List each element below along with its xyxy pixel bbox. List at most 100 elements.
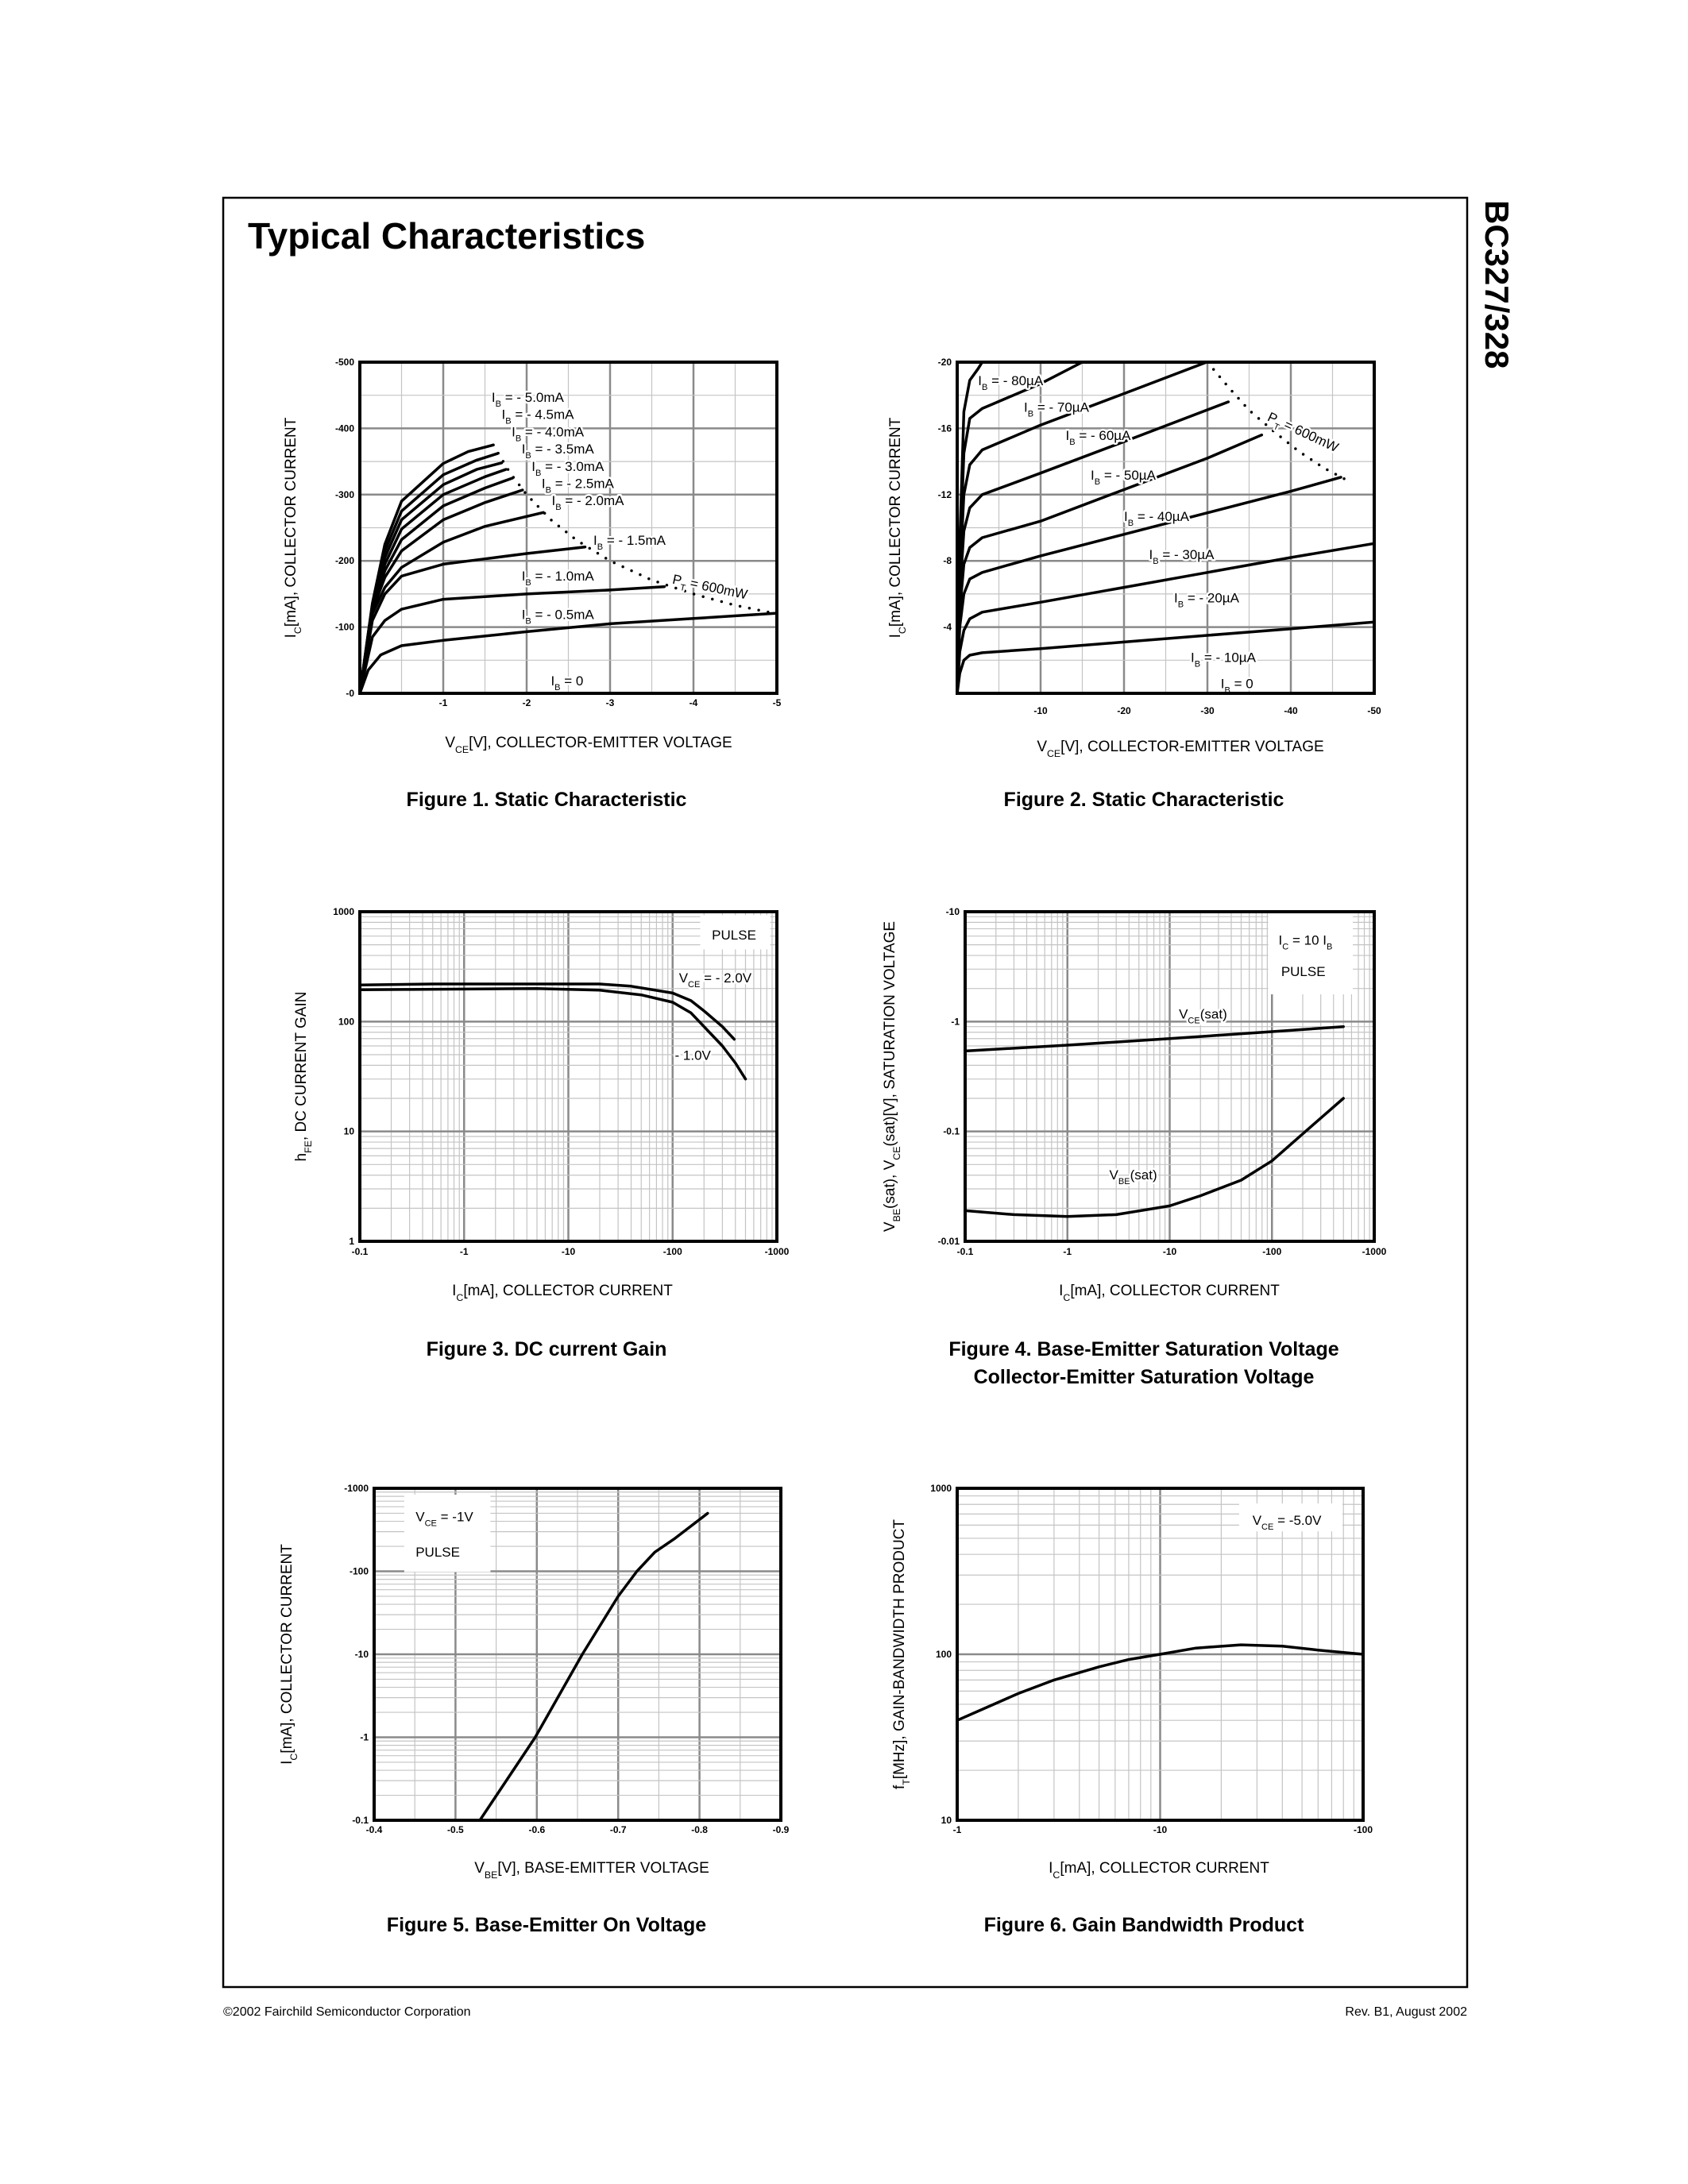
y-tick-label: -500 xyxy=(335,357,354,368)
subscript: CE xyxy=(1188,1016,1199,1025)
text-segment: V xyxy=(474,1860,485,1877)
y-axis-label: VBE(sat), VCE(sat)[V], SATURATION VOLTAG… xyxy=(882,921,902,1232)
text-segment: I xyxy=(1279,933,1283,948)
text-segment: I xyxy=(452,1283,456,1299)
text-segment: [V], COLLECTOR-EMITTER VOLTAGE xyxy=(469,735,732,751)
text-segment: = - 40µA xyxy=(1134,509,1189,524)
text-segment: PULSE xyxy=(1281,964,1326,979)
x-axis-label: IC[mA], COLLECTOR CURRENT xyxy=(1049,1860,1269,1881)
series-label: IB = - 80µA xyxy=(978,373,1044,392)
text-segment: = - 2.0mA xyxy=(562,493,625,508)
text-segment: = 0 xyxy=(1230,677,1253,692)
text-segment: V xyxy=(679,970,689,986)
subscript: C xyxy=(1063,1292,1070,1303)
text-segment: = - 20µA xyxy=(1184,590,1239,605)
y-tick-label: 1000 xyxy=(333,906,354,917)
text-segment: PULSE xyxy=(712,928,756,943)
subscript: CE xyxy=(1261,1522,1273,1532)
annotation-label: VCE = -5.0V xyxy=(1253,1513,1322,1532)
text-segment: [mA], COLLECTOR CURRENT xyxy=(283,417,299,627)
text-segment: I xyxy=(552,493,556,508)
text-segment: = 600mW xyxy=(1278,415,1341,455)
y-tick-label: -4 xyxy=(943,622,952,633)
x-tick-label: -20 xyxy=(1117,705,1131,716)
y-tick-label: -10 xyxy=(355,1649,369,1660)
series-label: IB = - 0.5mA xyxy=(522,608,595,627)
y-axis-label: IC[mA], COLLECTOR CURRENT xyxy=(887,417,908,638)
text-segment: = - 50µA xyxy=(1100,468,1156,483)
text-segment: V xyxy=(1253,1513,1262,1528)
subscript: B xyxy=(546,485,551,495)
text-segment: I xyxy=(1024,400,1028,415)
text-segment: h xyxy=(293,1153,310,1162)
figure-caption: Figure 5. Base-Emitter On Voltage xyxy=(387,1914,707,1936)
text-segment: V xyxy=(415,1510,425,1525)
series-label: IB = - 2.5mA xyxy=(542,476,615,495)
text-segment: I xyxy=(542,476,546,491)
series-label: IB = - 1.5mA xyxy=(593,533,666,552)
subscript: B xyxy=(597,542,603,552)
x-tick-label: -30 xyxy=(1200,705,1215,716)
subscript: BE xyxy=(891,1209,902,1221)
subscript: CE xyxy=(891,1147,902,1160)
y-tick-label: -0 xyxy=(346,688,354,699)
text-segment: I xyxy=(1174,590,1178,605)
y-tick-label: -200 xyxy=(335,555,354,566)
series-label: IB = - 40µA xyxy=(1124,509,1190,528)
text-segment: = - 80µA xyxy=(987,373,1043,388)
figure-caption: Figure 2. Static Characteristic xyxy=(1004,789,1284,811)
subscript: C xyxy=(1282,943,1288,952)
subscript: CE xyxy=(688,980,700,990)
subscript: BE xyxy=(1118,1177,1130,1187)
x-tick-label: -3 xyxy=(606,697,615,708)
plot-frame xyxy=(373,1487,782,1822)
series-label: PT = 600mW xyxy=(670,572,749,606)
x-tick-label: -1000 xyxy=(765,1246,790,1257)
series-label: IB = - 3.0mA xyxy=(531,459,605,478)
text-segment: [mA], COLLECTOR CURRENT xyxy=(1070,1283,1280,1299)
series-label: IB = - 50µA xyxy=(1091,468,1157,487)
footer-copyright: ©2002 Fairchild Semiconductor Corporatio… xyxy=(223,2005,471,2019)
figure-caption: Figure 3. DC current Gain xyxy=(427,1338,667,1360)
subscript: B xyxy=(1153,557,1158,566)
text-segment: I xyxy=(1049,1860,1053,1877)
subscript: B xyxy=(1178,600,1184,609)
y-tick-label: 10 xyxy=(344,1126,355,1137)
text-segment: V xyxy=(882,1221,898,1232)
x-tick-label: -0.4 xyxy=(366,1824,383,1835)
series-line xyxy=(964,1097,1345,1218)
figure-caption: Figure 4. Base-Emitter Saturation Voltag… xyxy=(948,1338,1338,1360)
text-segment: [V], BASE-EMITTER VOLTAGE xyxy=(497,1860,709,1877)
y-tick-label: -8 xyxy=(943,555,952,566)
x-axis-label: IC[mA], COLLECTOR CURRENT xyxy=(452,1283,673,1303)
subscript: B xyxy=(535,469,541,478)
text-segment: = - 0.5mA xyxy=(531,608,595,623)
text-segment: I xyxy=(522,569,526,584)
x-tick-label: -0.8 xyxy=(691,1824,708,1835)
text-segment: I xyxy=(1059,1283,1063,1299)
text-segment: = - 10µA xyxy=(1200,650,1256,665)
text-segment: I xyxy=(283,634,299,638)
plot-frame xyxy=(358,910,778,1243)
subscript: FE xyxy=(303,1140,314,1153)
x-tick-label: -1 xyxy=(1063,1246,1072,1257)
y-axis-label: IC[mA], COLLECTOR CURRENT xyxy=(279,1544,299,1765)
text-segment: V xyxy=(1179,1006,1188,1021)
y-tick-label: -1000 xyxy=(344,1483,369,1494)
page-border xyxy=(222,196,1469,1989)
text-segment: [mA], COLLECTOR CURRENT xyxy=(463,1283,673,1299)
y-tick-label: 100 xyxy=(338,1016,354,1027)
y-tick-label: -300 xyxy=(335,489,354,500)
text-segment: [V], COLLECTOR-EMITTER VOLTAGE xyxy=(1060,739,1324,755)
power-limit-curve xyxy=(1206,361,1351,483)
series-line xyxy=(956,620,1376,695)
grid xyxy=(956,1488,1363,1822)
legend-box xyxy=(1268,913,1353,995)
subscript: T xyxy=(901,1779,912,1785)
annotation-label: PULSE xyxy=(712,928,756,943)
y-tick-label: 1000 xyxy=(930,1483,952,1494)
series-line xyxy=(964,1024,1345,1053)
page-title: Typical Characteristics xyxy=(248,215,645,257)
